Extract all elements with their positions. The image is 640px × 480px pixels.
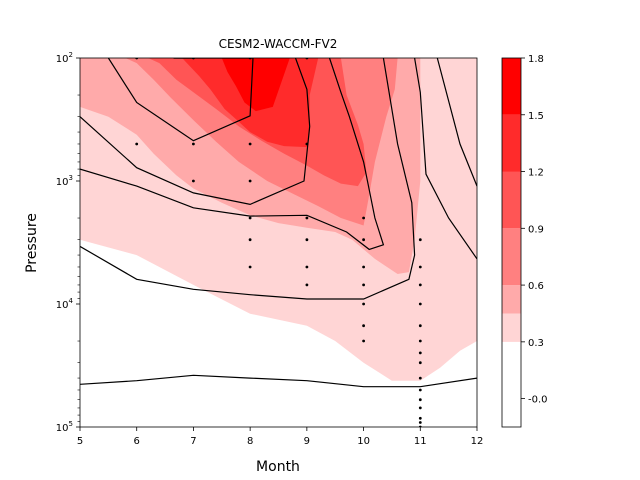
stipple-dot <box>362 265 365 269</box>
stipple-dot <box>418 421 422 424</box>
colorbar-tick-label: 1.2 <box>528 168 544 179</box>
stipple-dot <box>418 324 422 328</box>
stipple-dot <box>418 265 422 269</box>
x-axis: 5 6 7 8 9 10 11 12 <box>77 427 484 447</box>
x-tick-label: 12 <box>471 436 484 447</box>
stipple-dot <box>362 216 365 220</box>
contour-line-6 <box>414 58 477 260</box>
x-axis-label: Month <box>256 459 300 475</box>
stipple-dot <box>418 283 422 287</box>
stipple-dot <box>362 302 365 306</box>
x-tick-label: 11 <box>414 436 427 447</box>
x-tick-label: 10 <box>357 436 370 447</box>
stipple-dot <box>418 388 422 392</box>
stipple-dot <box>362 339 365 343</box>
stipple-dot <box>418 302 422 306</box>
colorbar-segment <box>502 285 521 314</box>
contour-line-8 <box>80 374 477 388</box>
stipple-dot <box>248 238 252 242</box>
colorbar-tick-label: 0.9 <box>528 224 544 235</box>
colorbar-segment <box>502 58 521 115</box>
contour-line-7 <box>436 58 477 187</box>
stipple-dot <box>135 142 139 146</box>
stipple-points <box>135 58 422 427</box>
colorbar: -0.0 0.3 0.6 0.9 1.2 1.5 1.8 <box>501 54 548 428</box>
stipple-dot <box>418 398 422 402</box>
colorbar-segment <box>502 171 521 229</box>
contour-lines <box>80 58 477 388</box>
filled-contours <box>80 58 477 381</box>
colorbar-segment <box>502 228 521 286</box>
contour-line-4 <box>80 58 385 251</box>
stipple-dot <box>418 351 422 355</box>
stipple-dot <box>305 283 309 287</box>
stipple-dot <box>248 142 252 146</box>
stipple-dot <box>192 179 195 183</box>
filled-region-5 <box>221 58 290 112</box>
x-tick-label: 6 <box>134 436 140 447</box>
chart-title: CESM2-WACCM-FV2 <box>219 37 338 51</box>
stipple-dot <box>305 265 309 269</box>
stipple-dot <box>418 416 422 420</box>
stipple-dot <box>418 339 422 343</box>
stipple-dot <box>192 142 195 146</box>
y-axis-label: Pressure <box>24 213 40 273</box>
stipple-dot <box>305 238 309 242</box>
stipple-dot <box>418 238 422 242</box>
colorbar-tick-label: 0.3 <box>528 338 544 349</box>
colorbar-tick-label: 1.5 <box>528 111 544 122</box>
x-tick-label: 7 <box>190 436 196 447</box>
stipple-dot <box>305 216 309 220</box>
stipple-dot <box>248 216 252 220</box>
colorbar-tick-label: 1.8 <box>528 54 544 65</box>
contour-line-3 <box>80 58 311 206</box>
stipple-dot <box>248 179 252 183</box>
x-tick-label: 9 <box>304 436 310 447</box>
stipple-dot <box>418 406 422 410</box>
stipple-dot <box>362 238 365 242</box>
contour-line-2 <box>107 58 254 142</box>
stipple-dot <box>362 324 365 328</box>
colorbar-segment <box>502 313 521 342</box>
stipple-dot <box>362 283 365 287</box>
x-tick-label: 8 <box>247 436 253 447</box>
stipple-dot <box>305 142 309 146</box>
colorbar-tick-label: 0.6 <box>528 281 544 292</box>
stipple-dot <box>418 376 422 380</box>
x-tick-label: 5 <box>77 436 83 447</box>
colorbar-segment <box>502 341 521 427</box>
stipple-dot <box>418 361 422 365</box>
colorbar-tick-label: -0.0 <box>528 395 548 406</box>
colorbar-segment <box>502 114 521 172</box>
contour-line-5 <box>80 58 416 300</box>
stipple-dot <box>248 265 252 269</box>
colorbar-frame <box>501 57 522 428</box>
plot-frame <box>79 57 478 428</box>
